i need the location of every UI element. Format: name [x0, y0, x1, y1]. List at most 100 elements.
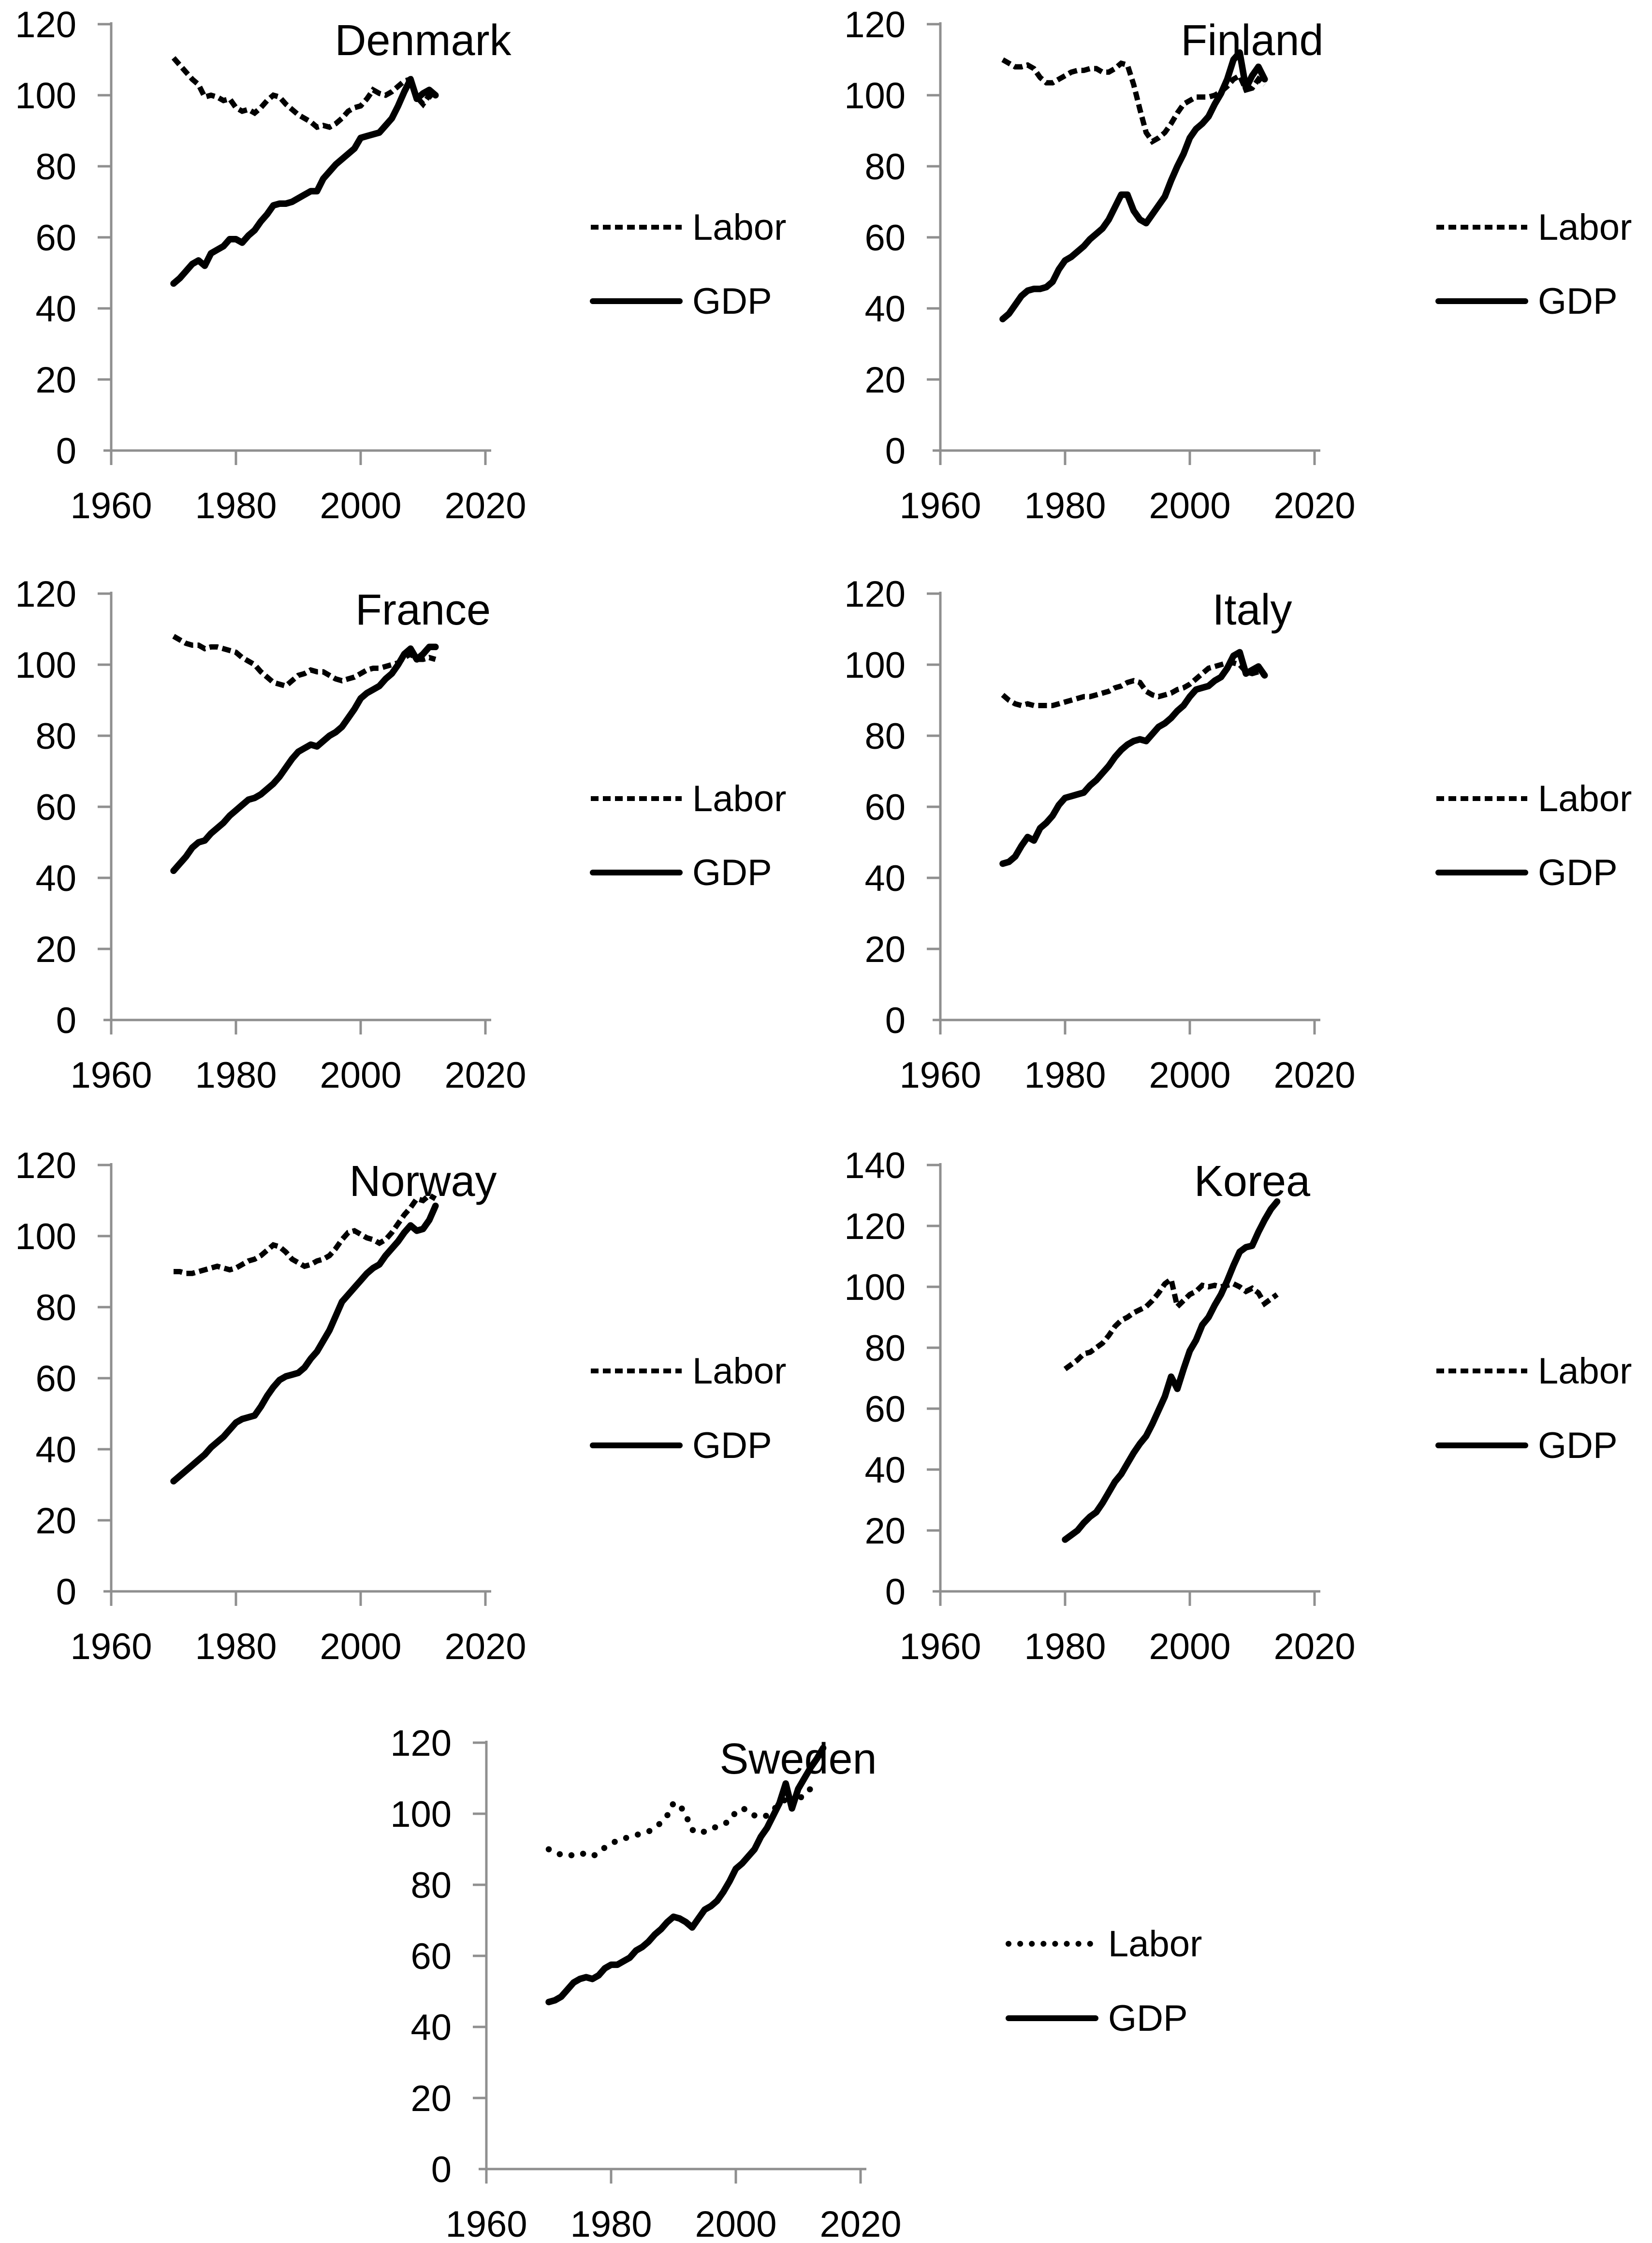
gdp-solid-swatch-icon — [590, 870, 683, 875]
labor-line — [171, 56, 438, 131]
gdp-line — [170, 1202, 439, 1485]
y-tick-label: 20 — [35, 929, 76, 970]
x-tick-label: 2000 — [320, 1055, 401, 1096]
x-tick-label: 1980 — [570, 2204, 652, 2243]
chart-norway: 0 20 40 60 80 100 120 1960 1980 2000 2020 Norway — [0, 1141, 556, 1682]
gdp-line — [999, 49, 1268, 322]
y-tick-label: 100 — [15, 75, 76, 117]
y-tick-label: 100 — [844, 75, 906, 117]
x-tick-label: 1960 — [70, 485, 152, 526]
chart-title: Finland — [1181, 16, 1323, 65]
labor-dashed-swatch-icon — [1436, 225, 1527, 230]
labor-line — [174, 1192, 437, 1276]
chart-title: Sweden — [719, 1735, 877, 1783]
legend-sweden-labor: Labor — [1005, 1923, 1202, 1965]
legend-label: GDP — [692, 1425, 772, 1466]
y-tick-label: 100 — [390, 1794, 452, 1835]
y-tick-label: 60 — [410, 1936, 452, 1977]
gdp-line — [999, 649, 1268, 867]
x-tick-label: 2020 — [444, 1055, 526, 1096]
y-tick-label: 0 — [885, 1000, 906, 1041]
chart-denmark: 0 20 40 60 80 100 120 1960 1980 2000 2020 Denmark — [0, 0, 556, 541]
gdp-solid-swatch-icon — [1006, 2015, 1098, 2021]
x-tick-label: 1980 — [195, 1626, 277, 1667]
y-tick-label: 60 — [35, 1358, 76, 1399]
y-tick-label: 0 — [56, 1572, 76, 1613]
y-tick-label: 40 — [864, 858, 906, 899]
gdp-solid-swatch-icon — [1435, 870, 1528, 875]
y-tick-label: 0 — [885, 431, 906, 472]
y-tick-label: 60 — [864, 787, 906, 828]
legend-label: GDP — [692, 280, 772, 322]
chart-italy-svg: 0 20 40 60 80 100 120 1960 1980 2000 2020 Italy — [844, 574, 1355, 1096]
gdp-solid-swatch-icon — [1435, 1442, 1528, 1448]
gdp-solid-swatch-icon — [1435, 298, 1528, 304]
x-tick-label: 1960 — [899, 485, 981, 526]
x-tick-label: 2000 — [1149, 1626, 1230, 1667]
y-tick-label: 120 — [15, 4, 76, 45]
y-tick-label: 20 — [35, 360, 76, 401]
x-tick-label: 1960 — [445, 2204, 527, 2243]
labor-line — [545, 1786, 814, 1860]
legend-finland-labor: Labor — [1434, 207, 1632, 248]
labor-dashed-swatch-icon — [591, 225, 682, 230]
x-tick-label: 2020 — [1273, 1626, 1355, 1667]
y-tick-label: 40 — [864, 1450, 906, 1491]
labor-dashed-swatch-icon — [1436, 1369, 1527, 1373]
legend-france-gdp: GDP — [589, 852, 772, 893]
legend-norway-labor: Labor — [589, 1350, 787, 1392]
gdp-line — [545, 1745, 827, 2006]
y-tick-label: 60 — [864, 1389, 906, 1430]
y-tick-label: 80 — [864, 1328, 906, 1369]
legend-france-labor: Labor — [589, 778, 786, 819]
y-tick-label: 80 — [35, 146, 76, 188]
legend-korea-labor: Labor — [1434, 1350, 1632, 1392]
chart-title: France — [355, 586, 491, 634]
x-tick-label: 2000 — [320, 485, 401, 526]
legend-label: Labor — [1538, 778, 1632, 819]
y-tick-label: 40 — [410, 2007, 452, 2048]
x-tick-label: 1980 — [195, 1055, 277, 1096]
y-tick-label: 20 — [864, 360, 906, 401]
y-tick-label: 40 — [35, 858, 76, 899]
gdp-solid-swatch-icon — [590, 1442, 683, 1448]
y-tick-label: 0 — [431, 2149, 452, 2190]
legend-label: Labor — [1538, 1350, 1632, 1392]
x-tick-label: 2020 — [1273, 485, 1355, 526]
chart-sweden: 0 20 40 60 80 100 120 1960 1980 2000 2020 Sweden — [375, 1719, 931, 2243]
y-tick-label: 100 — [844, 645, 906, 686]
chart-finland-svg: 0 20 40 60 80 100 120 1960 1980 2000 2020 Finland — [844, 4, 1355, 526]
legend-denmark-labor: Labor — [589, 207, 786, 248]
x-tick-label: 2020 — [444, 485, 526, 526]
y-tick-label: 120 — [844, 4, 906, 45]
x-tick-label: 2000 — [320, 1626, 401, 1667]
x-tick-label: 2020 — [444, 1626, 526, 1667]
labor-line — [1001, 660, 1266, 709]
y-tick-label: 60 — [35, 218, 76, 259]
y-tick-label: 80 — [410, 1865, 452, 1906]
chart-italy: 0 20 40 60 80 100 120 1960 1980 2000 2020 Italy — [829, 569, 1385, 1111]
y-tick-label: 0 — [56, 1000, 76, 1041]
y-tick-label: 40 — [35, 289, 76, 330]
y-tick-label: 40 — [35, 1429, 76, 1471]
legend-label: GDP — [1538, 852, 1618, 893]
chart-title: Italy — [1212, 586, 1292, 634]
x-tick-label: 2020 — [1273, 1055, 1355, 1096]
chart-title: Denmark — [335, 16, 512, 65]
legend-norway-gdp: GDP — [589, 1425, 772, 1466]
labor-dashed-swatch-icon — [1436, 796, 1527, 801]
y-tick-label: 120 — [390, 1723, 452, 1764]
y-tick-label: 80 — [35, 1287, 76, 1328]
chart-france-svg: 0 20 40 60 80 100 120 1960 1980 2000 2020 France — [15, 574, 526, 1096]
y-tick-label: 140 — [844, 1145, 906, 1186]
y-tick-label: 80 — [864, 146, 906, 188]
x-tick-label: 1960 — [70, 1055, 152, 1096]
gdp-solid-swatch-icon — [590, 298, 683, 304]
legend-italy-labor: Labor — [1434, 778, 1632, 819]
legend-label: Labor — [692, 1350, 787, 1392]
labor-line — [1063, 1274, 1279, 1371]
legend-denmark-gdp: GDP — [589, 280, 772, 322]
y-tick-label: 60 — [35, 787, 76, 828]
y-tick-label: 120 — [844, 574, 906, 615]
